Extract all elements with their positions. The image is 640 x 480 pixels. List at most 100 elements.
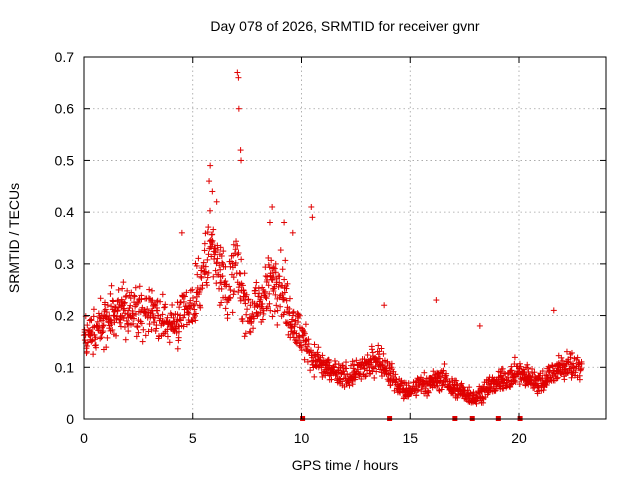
data-point [554, 374, 561, 381]
data-point [121, 299, 128, 306]
data-point [283, 285, 290, 292]
data-point [376, 355, 383, 362]
data-point [350, 365, 357, 372]
data-point [190, 302, 197, 309]
data-point [201, 247, 208, 254]
data-point [116, 319, 123, 326]
data-point [108, 303, 115, 310]
data-point [272, 260, 279, 267]
data-point [237, 270, 244, 277]
data-point [315, 344, 322, 351]
data-point [101, 301, 108, 308]
data-point [264, 303, 271, 310]
data-point [140, 326, 147, 333]
data-point [572, 369, 579, 376]
data-point [274, 307, 281, 314]
data-point [181, 293, 188, 300]
data-point [123, 317, 130, 324]
data-point [268, 257, 275, 264]
data-point [208, 253, 215, 260]
data-point [132, 284, 139, 291]
data-point [219, 259, 226, 266]
data-point [375, 342, 382, 349]
data-point [193, 298, 200, 305]
data-point [237, 297, 244, 304]
data-point [387, 370, 394, 377]
data-point [381, 302, 388, 309]
data-point [120, 279, 127, 286]
y-tick-label: 0.6 [55, 101, 75, 117]
data-point [110, 312, 117, 319]
data-point [178, 229, 185, 236]
data-point [269, 269, 276, 276]
data-point [286, 310, 293, 317]
data-point [263, 295, 270, 302]
data-point [166, 339, 173, 346]
data-point [466, 384, 473, 391]
data-point [99, 329, 106, 336]
y-axis-title: SRMTID / TECUs [6, 183, 22, 293]
data-point [121, 324, 128, 331]
data-point [162, 301, 169, 308]
data-point [325, 359, 332, 366]
data-point [234, 242, 241, 249]
data-point [97, 295, 104, 302]
data-point [217, 266, 224, 273]
data-point [237, 294, 244, 301]
x-tick-label: 10 [294, 430, 310, 446]
data-point [331, 357, 338, 364]
data-point [207, 162, 214, 169]
data-point [270, 264, 277, 271]
data-point [208, 243, 215, 250]
data-point [305, 340, 312, 347]
data-point [145, 295, 152, 302]
data-point [261, 289, 268, 296]
data-point [149, 310, 156, 317]
data-point [204, 274, 211, 281]
y-tick-label: 0 [66, 411, 74, 427]
data-point [499, 365, 506, 372]
data-point [155, 312, 162, 319]
data-point [205, 224, 212, 231]
data-point [425, 389, 432, 396]
data-point [373, 368, 380, 375]
data-point [301, 330, 308, 337]
data-point [115, 304, 122, 311]
data-point [349, 381, 356, 388]
data-point [362, 372, 369, 379]
data-point [232, 246, 239, 253]
y-tick-label: 0.1 [55, 359, 75, 375]
data-point [216, 302, 223, 309]
data-point [235, 105, 242, 112]
data-point [84, 322, 91, 329]
data-point [362, 373, 369, 380]
data-point [202, 268, 209, 275]
data-point [346, 382, 353, 389]
data-point [344, 370, 351, 377]
data-point [250, 325, 257, 332]
data-point [309, 214, 316, 221]
data-point [539, 368, 546, 375]
data-point [505, 377, 512, 384]
data-point [161, 304, 168, 311]
data-point [230, 241, 237, 248]
data-point [543, 381, 550, 388]
data-point [349, 358, 356, 365]
data-point [218, 285, 225, 292]
data-point [146, 286, 153, 293]
data-point [266, 219, 273, 226]
data-point [153, 325, 160, 332]
data-point [219, 273, 226, 280]
data-point [283, 297, 290, 304]
data-point [238, 157, 245, 164]
data-point [177, 312, 184, 319]
data-point [558, 354, 565, 361]
data-point [424, 392, 431, 399]
y-tick-label: 0.4 [55, 204, 75, 220]
data-point [272, 269, 279, 276]
data-point [314, 349, 321, 356]
data-point [210, 273, 217, 280]
data-point [218, 252, 225, 259]
data-point [441, 381, 448, 388]
data-point [204, 282, 211, 289]
